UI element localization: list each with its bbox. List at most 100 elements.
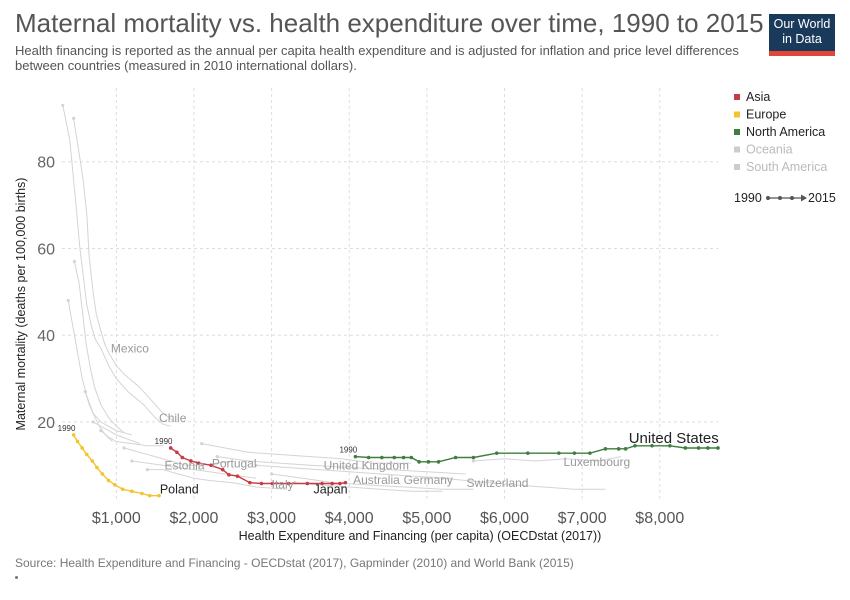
data-point — [90, 459, 95, 463]
country-annotation: Luxembourg — [564, 455, 631, 469]
legend-item-label: Europe — [746, 108, 786, 122]
logo-line-2: in Data — [782, 32, 822, 46]
background-line-start-point — [66, 298, 70, 303]
gridlines — [62, 88, 718, 500]
data-point — [525, 451, 530, 455]
background-country-line — [100, 430, 163, 447]
data-point — [106, 478, 111, 483]
x-tick-label: $4,000 — [325, 510, 374, 527]
data-point — [683, 446, 688, 450]
legend[interactable]: Asia Europe North America Oceania South Amer… — [734, 90, 836, 205]
background-country-line — [217, 456, 466, 475]
data-point — [426, 460, 431, 464]
series-name-label: Poland — [160, 483, 199, 497]
country-annotation: Switzerland — [466, 476, 528, 490]
data-point — [409, 455, 414, 460]
y-tick-label: 40 — [37, 328, 55, 345]
data-point — [417, 460, 421, 464]
data-point — [175, 450, 179, 455]
x-tick-label: $1,000 — [92, 510, 141, 527]
data-point — [180, 455, 185, 460]
x-tick-label: $6,000 — [480, 510, 529, 527]
chart-subtitle: Health financing is reported as the annu… — [15, 43, 739, 73]
data-point — [588, 451, 592, 455]
data-point — [633, 443, 637, 448]
data-point — [112, 483, 117, 487]
background-country-line — [73, 118, 175, 423]
data-point — [603, 447, 608, 451]
x-axis-label: Health Expenditure and Financing (per ca… — [239, 529, 602, 543]
background-line-start-point — [200, 442, 204, 446]
y-axis-label: Maternal mortality (deaths per 100,000 b… — [14, 178, 28, 431]
logo-red-bar — [769, 51, 835, 56]
axes: 20 40 60 80 $1,000 $2,000 $3,000 $4,000 $5,000 $6… — [14, 155, 684, 543]
country-annotation: United Kingdom — [324, 459, 409, 473]
x-tick-label: $5,000 — [402, 510, 451, 527]
legend-swatch — [734, 164, 740, 170]
background-line-start-point — [215, 455, 219, 459]
background-country-line — [294, 482, 443, 492]
legend-swatch — [734, 129, 740, 135]
x-tick-label: $2,000 — [170, 510, 219, 527]
data-point — [100, 472, 105, 476]
legend-item-label: South America — [746, 160, 827, 174]
background-line-start-point — [145, 468, 149, 472]
y-tick-label: 60 — [37, 241, 55, 258]
data-point — [130, 489, 134, 494]
background-line-start-point — [471, 459, 476, 463]
highlighted-series — [71, 433, 720, 498]
background-country-line — [201, 443, 412, 464]
footer-dot — [15, 576, 18, 579]
data-point — [320, 481, 324, 486]
data-point — [259, 481, 264, 486]
data-point — [140, 491, 144, 496]
country-annotation: Germany — [404, 473, 453, 487]
background-country-line — [147, 469, 288, 490]
series-start-year-label: 1990 — [58, 424, 76, 433]
data-point — [85, 452, 89, 457]
series-name-label: United States — [629, 430, 719, 447]
data-point — [471, 455, 476, 460]
background-country-line — [123, 447, 233, 466]
data-point — [147, 493, 152, 498]
legend-swatch — [734, 94, 740, 100]
data-point — [668, 443, 672, 448]
series-start-year-label: 1990 — [339, 446, 357, 455]
background-line-start-point — [254, 463, 258, 467]
legend-item-label: Oceania — [746, 143, 793, 157]
background-country-line — [442, 477, 606, 490]
data-point — [286, 481, 291, 486]
background-country-line — [92, 421, 140, 445]
data-point — [235, 474, 240, 478]
series-name-label: Japan — [314, 482, 348, 496]
data-point — [616, 447, 621, 451]
owid-logo[interactable]: Our World in Data — [769, 14, 835, 56]
y-tick-label: 80 — [37, 155, 55, 172]
data-point — [95, 465, 99, 470]
background-line-start-point — [440, 476, 445, 480]
data-point — [196, 461, 201, 465]
legend-swatch — [734, 111, 740, 118]
data-point — [353, 454, 358, 459]
background-line-start-point — [72, 259, 77, 264]
data-point — [716, 446, 720, 450]
legend-time-arrow — [801, 194, 807, 202]
data-point — [494, 451, 499, 455]
legend-time-start: 1990 — [734, 191, 762, 205]
data-point — [209, 463, 213, 468]
background-country-line — [84, 391, 133, 436]
series-start-year-label: 1990 — [155, 437, 173, 446]
country-annotations: 1990 United States 1990 Japan 1990 Poland Mexi… — [58, 342, 719, 497]
background-country-line — [473, 456, 622, 462]
background-country-line — [73, 261, 125, 434]
data-point — [436, 460, 441, 464]
country-annotation: Portugal — [212, 456, 257, 470]
background-line-start-point — [270, 472, 274, 476]
background-line-start-point — [91, 420, 95, 424]
data-point — [623, 447, 628, 451]
background-line-start-point — [72, 116, 76, 120]
chart-title: Maternal mortality vs. health expenditur… — [15, 8, 764, 38]
x-tick-label: $7,000 — [558, 510, 607, 527]
series-line — [355, 445, 718, 463]
